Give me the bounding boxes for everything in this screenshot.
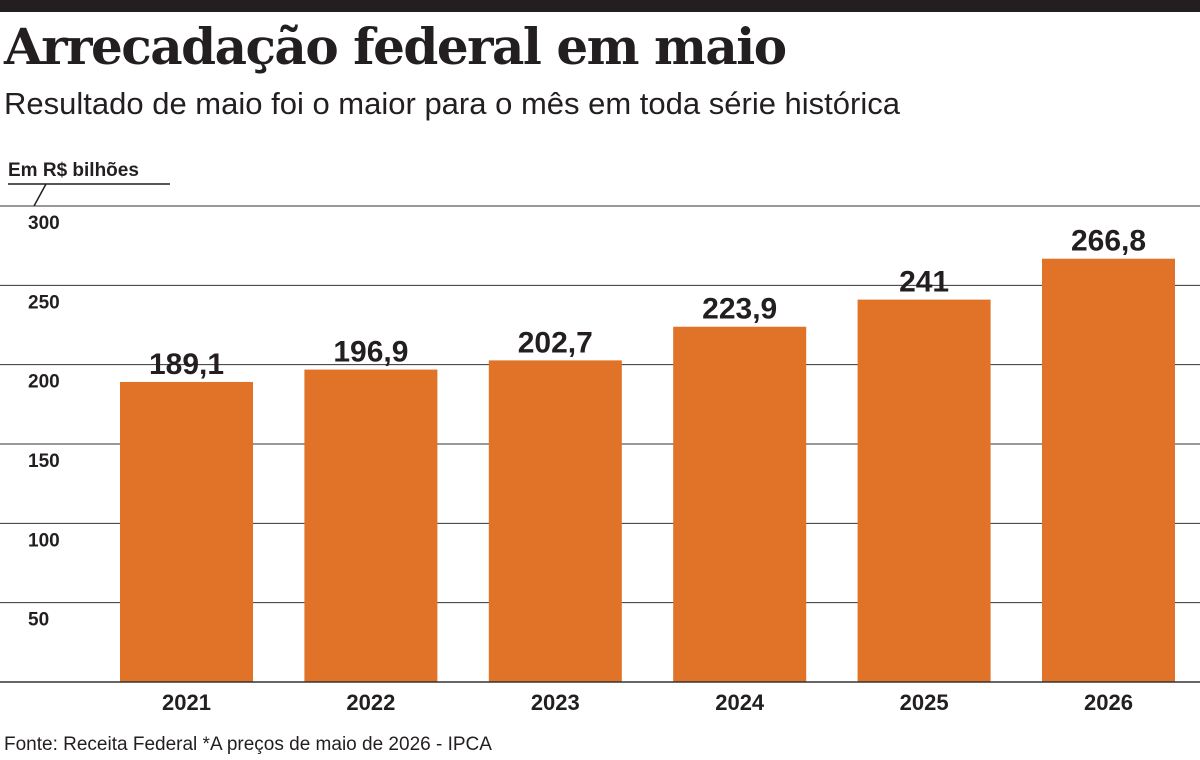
- chart-title: Arrecadação federal em maio: [4, 17, 787, 76]
- x-tick-label-2022: 2022: [346, 690, 395, 715]
- data-label-2026: 266,8: [1071, 225, 1146, 258]
- bar-chart: Em R$ bilhões 50 100 150 200 250 300 189,1 196…: [0, 160, 1200, 715]
- bar-2023: [488, 360, 622, 682]
- y-tick-label-100: 100: [28, 530, 60, 551]
- data-label-2021: 189,1: [149, 348, 224, 381]
- y-axis-ticks: 50 100 150 200 250 300: [28, 213, 60, 631]
- source-note: Fonte: Receita Federal *A preços de maio…: [4, 734, 492, 755]
- x-tick-label-2024: 2024: [715, 690, 765, 715]
- data-label-2022: 196,9: [333, 336, 408, 369]
- y-tick-label-50: 50: [28, 610, 49, 631]
- bars: [120, 258, 1175, 682]
- x-axis-ticks: 2021 2022 2023 2024 2025 2026: [162, 690, 1133, 715]
- bar-2025: [857, 299, 991, 682]
- chart-subtitle: Resultado de maio foi o maior para o mês…: [4, 86, 900, 121]
- bar-2022: [304, 369, 438, 682]
- y-tick-label-150: 150: [28, 451, 60, 472]
- data-labels: 189,1 196,9 202,7 223,9 241 266,8: [149, 225, 1146, 381]
- y-tick-label-200: 200: [28, 372, 60, 393]
- y-axis-unit-label: Em R$ bilhões: [8, 160, 139, 181]
- y-tick-label-300: 300: [28, 213, 60, 234]
- data-label-2024: 223,9: [702, 293, 777, 326]
- data-label-2025: 241: [899, 266, 949, 299]
- top-rule: [0, 0, 1200, 12]
- bar-2024: [673, 326, 807, 682]
- unit-label-pointer: [8, 183, 170, 207]
- x-tick-label-2025: 2025: [900, 690, 949, 715]
- bar-2026: [1042, 258, 1175, 682]
- y-tick-label-250: 250: [28, 292, 60, 313]
- x-tick-label-2023: 2023: [531, 690, 580, 715]
- x-tick-label-2026: 2026: [1084, 690, 1133, 715]
- x-tick-label-2021: 2021: [162, 690, 211, 715]
- data-label-2023: 202,7: [518, 326, 593, 359]
- bar-2021: [120, 381, 253, 682]
